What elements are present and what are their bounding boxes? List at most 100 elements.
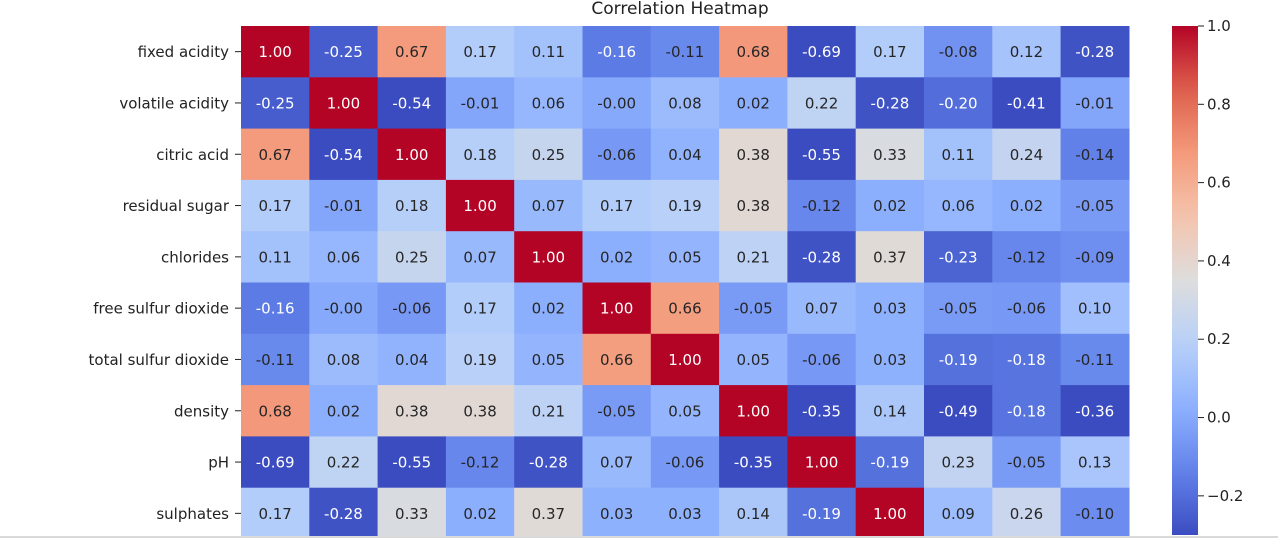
heatmap-cell	[582, 77, 652, 130]
cell-value-label: 0.03	[600, 505, 633, 523]
cell-value-label: -0.00	[324, 300, 363, 318]
cell-value-label: 0.09	[941, 505, 974, 523]
heatmap-cell	[650, 333, 720, 386]
cell-value-label: -0.12	[1007, 248, 1046, 266]
heatmap-cell	[514, 487, 584, 538]
cell-value-label: 0.17	[463, 300, 496, 318]
heatmap-cell	[992, 385, 1062, 437]
cell-value-label: -0.28	[529, 454, 568, 472]
cell-value-label: 0.05	[737, 351, 770, 369]
cell-value-label: 0.06	[532, 94, 565, 112]
cell-value-label: -0.01	[1075, 94, 1114, 112]
cell-value-label: 0.11	[532, 43, 565, 61]
heatmap-cell	[377, 77, 447, 130]
heatmap-cell	[582, 385, 652, 437]
cell-value-label: -0.05	[1007, 454, 1046, 472]
cell-value-label: 0.11	[941, 146, 974, 164]
heatmap-cell	[924, 436, 993, 489]
heatmap-cell	[241, 333, 310, 386]
heatmap-cell	[787, 385, 857, 437]
cell-value-label: 0.19	[463, 351, 496, 369]
cell-value-label: 0.17	[463, 43, 496, 61]
heatmap-cell	[241, 231, 310, 284]
heatmap-cell	[787, 282, 857, 335]
heatmap-cell	[377, 385, 447, 437]
cell-value-label: 0.25	[532, 146, 565, 164]
cell-value-label: -0.12	[802, 197, 841, 215]
heatmap-cell	[719, 487, 788, 538]
cell-value-label: 0.38	[395, 402, 428, 420]
cell-value-label: -0.25	[256, 94, 295, 112]
cell-value-label: 0.02	[600, 248, 633, 266]
heatmap-cell	[582, 179, 652, 232]
heatmap-cell	[650, 179, 720, 232]
colorbar: 1.0 0.8 0.6 0.4 0.2 0.0 −0.2	[1172, 17, 1243, 535]
cell-value-label: 0.02	[737, 94, 770, 112]
cell-value-label: -0.19	[870, 454, 909, 472]
cell-value-label: -0.05	[939, 300, 978, 318]
heatmap-cell	[1060, 333, 1130, 386]
heatmap-cell	[1060, 231, 1130, 284]
heatmap-cell	[650, 487, 720, 538]
cell-value-label: 0.07	[532, 197, 565, 215]
cell-value-label: -0.06	[597, 146, 636, 164]
heatmap-cell	[377, 282, 447, 335]
cell-value-label: 0.37	[873, 248, 906, 266]
cell-value-label: -0.69	[256, 454, 295, 472]
cell-value-label: -0.41	[1007, 94, 1046, 112]
heatmap-cell	[992, 231, 1062, 284]
heatmap-cell	[1060, 128, 1130, 181]
heatmap-cell	[445, 179, 515, 232]
heatmap-cell	[719, 179, 788, 232]
heatmap-cell	[241, 77, 310, 130]
heatmap-cell	[719, 26, 788, 78]
heatmap-cell	[650, 385, 720, 437]
heatmap-cell	[445, 77, 515, 130]
cell-value-label: -0.28	[1075, 43, 1114, 61]
cell-value-label: 0.21	[532, 402, 565, 420]
heatmap-cell	[514, 385, 584, 437]
row-label: total sulfur dioxide	[89, 351, 229, 369]
cell-value-label: -0.54	[392, 94, 431, 112]
heatmap-cell	[241, 179, 310, 232]
heatmap-cell	[445, 282, 515, 335]
heatmap-cells: 1.00 -0.25 0.67 0.17 0.11 -0.16 -0.11 0.68 -0.69…	[241, 26, 1130, 538]
heatmap-cell	[309, 333, 379, 386]
heatmap-cell	[787, 487, 857, 538]
cell-value-label: -0.20	[939, 94, 978, 112]
heatmap-cell	[377, 179, 447, 232]
heatmap-cell	[514, 77, 584, 130]
heatmap-cell	[377, 333, 447, 386]
heatmap-cell	[377, 436, 447, 489]
heatmap-cell	[855, 385, 925, 437]
row-label: density	[174, 402, 229, 420]
cell-value-label: 1.00	[258, 43, 291, 61]
cell-value-label: -0.55	[802, 146, 841, 164]
cell-value-label: -0.01	[324, 197, 363, 215]
cell-value-label: -0.05	[734, 300, 773, 318]
heatmap-cell	[924, 26, 993, 78]
heatmap-cell	[719, 385, 788, 437]
heatmap-cell	[377, 231, 447, 284]
cell-value-label: -0.01	[461, 94, 500, 112]
heatmap-cell	[992, 128, 1062, 181]
heatmap-cell	[582, 282, 652, 335]
cell-value-label: -0.12	[461, 454, 500, 472]
heatmap-cell	[1060, 282, 1130, 335]
heatmap-cell	[992, 282, 1062, 335]
heatmap-cell	[924, 179, 993, 232]
heatmap-cell	[855, 333, 925, 386]
cell-value-label: 0.03	[668, 505, 701, 523]
cell-value-label: 0.22	[327, 454, 360, 472]
heatmap-cell	[309, 77, 379, 130]
heatmap-cell	[924, 282, 993, 335]
cell-value-label: -0.11	[256, 351, 295, 369]
heatmap-cell	[582, 26, 652, 78]
cell-value-label: -0.49	[939, 402, 978, 420]
heatmap-cell	[309, 436, 379, 489]
cell-value-label: 0.06	[327, 248, 360, 266]
cell-value-label: 0.05	[668, 402, 701, 420]
heatmap-cell	[514, 128, 584, 181]
heatmap-cell	[445, 128, 515, 181]
heatmap-cell	[719, 231, 788, 284]
